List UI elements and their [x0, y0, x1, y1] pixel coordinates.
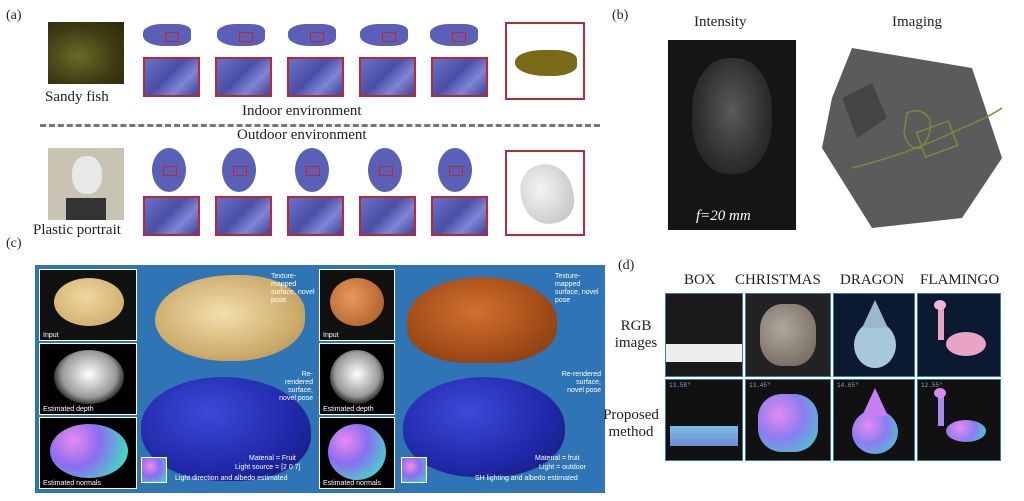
portrait-zoom-2 — [215, 196, 272, 236]
outdoor-label: Outdoor environment — [237, 127, 367, 143]
fish-textured-result — [505, 22, 585, 100]
fish-zoom-4 — [359, 57, 416, 97]
portrait-zoom-5 — [431, 196, 488, 236]
panel-c-figure: Input Estimated depth Estimated normals … — [35, 265, 605, 493]
focal-length-text: f=20 mm — [696, 208, 751, 224]
right-footer: SH lighting and albedo estimated — [475, 475, 578, 482]
sandy-fish-photo — [48, 22, 124, 84]
portrait-reconstruction-row — [140, 146, 510, 196]
indoor-label: Indoor environment — [242, 103, 362, 119]
portrait-textured-result — [505, 150, 585, 236]
right-normals-tile: Estimated normals — [319, 417, 395, 489]
plastic-portrait-caption: Plastic portrait — [33, 222, 121, 238]
intensity-title: Intensity — [694, 14, 747, 30]
left-sphere — [141, 457, 167, 483]
right-light: Light = outdoor — [539, 464, 586, 471]
proposed-christmas: 13.45" — [745, 379, 831, 461]
left-material: Material = Fruit — [249, 455, 296, 462]
left-normals-tile: Estimated normals — [39, 417, 137, 489]
proposed-flamingo: 12.55" — [917, 379, 1001, 461]
panel-a-label: (a) — [6, 8, 22, 23]
right-input-tile: Input — [319, 269, 395, 341]
right-texture-render — [407, 277, 557, 363]
portrait-zoom-1 — [143, 196, 200, 236]
left-footer: Light direction and albedo estimated — [175, 475, 288, 482]
right-rerender-note: Re-rendered surface, novel pose — [561, 371, 601, 394]
environment-divider — [40, 124, 600, 127]
portrait-zoom-4 — [359, 196, 416, 236]
col-box: BOX — [684, 272, 716, 288]
rgb-christmas — [745, 293, 831, 377]
rgb-box — [665, 293, 743, 377]
fish-zoom-5 — [431, 57, 488, 97]
fish-zoom-3 — [287, 57, 344, 97]
left-texture-render — [155, 275, 305, 361]
col-christmas: CHRISTMAS — [735, 272, 821, 288]
rgb-dragon — [833, 293, 915, 377]
left-texture-note: Texture-mapped surface, novel pose — [271, 273, 315, 304]
right-material: Material = fruit — [535, 455, 580, 462]
col-flamingo: FLAMINGO — [920, 272, 1000, 288]
right-texture-note: Texture-mapped surface, novel pose — [555, 273, 599, 304]
fish-reconstruction-row — [140, 22, 510, 52]
panel-b-label: (b) — [612, 8, 629, 23]
rgb-flamingo — [917, 293, 1001, 377]
right-depth-tile: Estimated depth — [319, 343, 395, 415]
right-rerender — [403, 377, 565, 477]
proposed-box: 13.58" — [665, 379, 743, 461]
row-proposed-label: Proposed method — [603, 407, 659, 440]
fish-zoom-2 — [215, 57, 272, 97]
right-sphere — [401, 457, 427, 483]
portrait-zoom-3 — [287, 196, 344, 236]
left-rerender-note: Re-rendered surface, novel pose — [279, 371, 313, 402]
col-dragon: DRAGON — [840, 272, 905, 288]
plastic-portrait-photo — [48, 148, 124, 220]
left-depth-tile: Estimated depth — [39, 343, 137, 415]
panel-d-label: (d) — [618, 258, 635, 273]
intensity-image: f=20 mm — [668, 40, 796, 230]
left-light: Light source = [2 0 7] — [235, 464, 301, 471]
fish-zoom-1 — [143, 57, 200, 97]
imaging-reconstruction — [812, 38, 1012, 238]
left-input-tile: Input — [39, 269, 137, 341]
sandy-fish-caption: Sandy fish — [45, 89, 109, 105]
imaging-title: Imaging — [892, 14, 942, 30]
panel-c-label: (c) — [6, 236, 22, 251]
row-rgb-label: RGB images — [614, 318, 658, 351]
proposed-dragon: 14.65" — [833, 379, 915, 461]
left-rerender — [141, 377, 311, 481]
